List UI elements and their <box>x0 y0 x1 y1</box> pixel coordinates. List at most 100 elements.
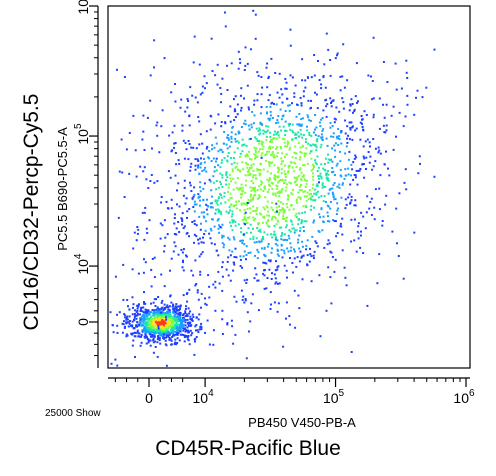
event-dot <box>196 329 199 332</box>
event-dot <box>150 326 153 329</box>
event-dot <box>336 232 339 234</box>
event-dot <box>322 200 325 203</box>
event-dot <box>274 277 277 280</box>
event-dot <box>189 310 192 313</box>
event-dot <box>295 216 298 219</box>
event-dot <box>125 335 128 338</box>
event-dot <box>198 204 201 207</box>
event-dot <box>183 225 186 228</box>
event-dot <box>156 134 159 137</box>
event-dot <box>336 162 339 165</box>
event-dot <box>226 89 229 91</box>
event-dot <box>153 276 156 279</box>
event-dot <box>160 273 163 276</box>
event-dot <box>260 183 263 186</box>
event-dot <box>225 179 227 182</box>
event-dot <box>254 155 257 158</box>
event-dot <box>307 116 310 119</box>
event-dot <box>131 296 134 299</box>
event-dot <box>253 241 256 244</box>
event-dot <box>265 221 268 224</box>
event-dot <box>304 211 306 214</box>
event-dot <box>361 163 364 166</box>
event-dot <box>132 332 135 335</box>
event-dot <box>214 286 217 289</box>
event-dot <box>335 164 338 167</box>
event-dot <box>288 237 291 240</box>
event-dot <box>334 198 337 200</box>
event-dot <box>270 278 273 280</box>
event-dot <box>211 148 213 151</box>
event-dot <box>285 202 288 205</box>
event-dot <box>194 284 197 287</box>
event-dot <box>170 343 173 346</box>
event-dot <box>210 160 213 162</box>
event-dot <box>156 331 159 333</box>
event-dot <box>246 62 249 65</box>
event-dot <box>300 222 303 225</box>
event-dot <box>266 62 269 65</box>
event-dot <box>369 201 372 204</box>
event-dot <box>280 226 283 229</box>
event-dot <box>225 210 228 213</box>
y-tick-label: 105 <box>73 123 91 145</box>
event-dot <box>276 131 279 133</box>
event-dot <box>145 331 148 334</box>
event-dot <box>291 223 294 226</box>
event-dot <box>330 251 333 254</box>
event-dot <box>233 261 235 264</box>
event-dot <box>196 101 199 104</box>
event-dot <box>370 197 373 200</box>
event-dot <box>139 313 141 316</box>
event-dot <box>110 362 113 365</box>
event-dot <box>339 168 342 171</box>
event-dot <box>284 77 287 80</box>
event-dot <box>229 192 232 195</box>
event-dot <box>194 96 197 99</box>
event-dot <box>178 305 181 308</box>
event-dot <box>295 180 297 183</box>
event-dot <box>212 329 215 332</box>
event-dot <box>297 196 300 199</box>
event-dot <box>297 131 300 134</box>
event-dot <box>285 301 288 304</box>
event-dot <box>273 164 276 167</box>
event-dot <box>234 116 237 118</box>
event-dot <box>273 103 275 105</box>
event-dot <box>167 308 170 311</box>
event-dot <box>254 190 257 193</box>
event-dot <box>203 182 206 185</box>
event-dot <box>243 69 246 71</box>
event-dot <box>238 200 240 203</box>
event-dot <box>328 220 331 223</box>
event-dot <box>256 257 259 260</box>
event-dot <box>301 117 304 120</box>
event-dot <box>149 323 152 326</box>
event-dot <box>252 235 255 238</box>
event-dot <box>174 341 177 344</box>
event-dot <box>189 184 192 187</box>
event-dot <box>137 335 140 338</box>
event-dot <box>336 202 339 205</box>
event-dot <box>212 283 215 286</box>
event-dot <box>246 311 249 314</box>
event-dot <box>319 335 322 338</box>
event-dot <box>178 231 181 233</box>
event-dot <box>157 296 160 298</box>
event-dot <box>372 36 375 39</box>
event-dot <box>277 166 280 169</box>
event-dot <box>328 242 331 245</box>
event-dot <box>342 107 345 110</box>
event-dot <box>200 306 202 309</box>
event-dot <box>341 182 344 185</box>
event-dot <box>357 100 359 103</box>
event-dot <box>234 333 237 336</box>
event-dot <box>344 207 347 210</box>
event-count-label: 25000 Show <box>45 408 101 419</box>
event-dot <box>248 150 250 153</box>
event-dot <box>169 325 172 327</box>
event-dot <box>155 298 158 301</box>
event-dot <box>227 152 230 154</box>
event-dot <box>305 182 308 185</box>
event-dot <box>227 274 230 277</box>
